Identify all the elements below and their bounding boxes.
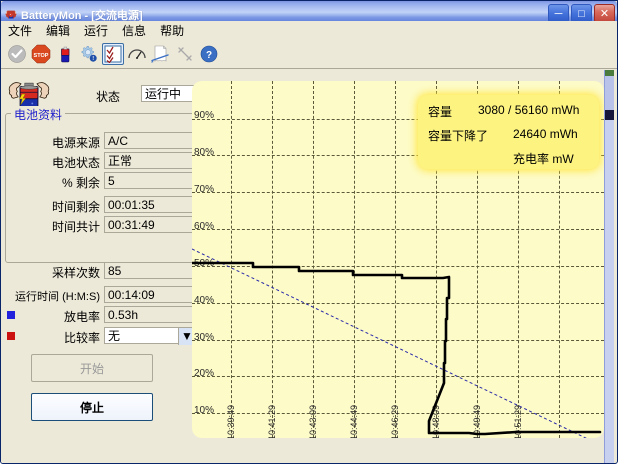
svg-text:?: ? — [206, 50, 212, 61]
svg-text:STOP: STOP — [34, 53, 49, 59]
